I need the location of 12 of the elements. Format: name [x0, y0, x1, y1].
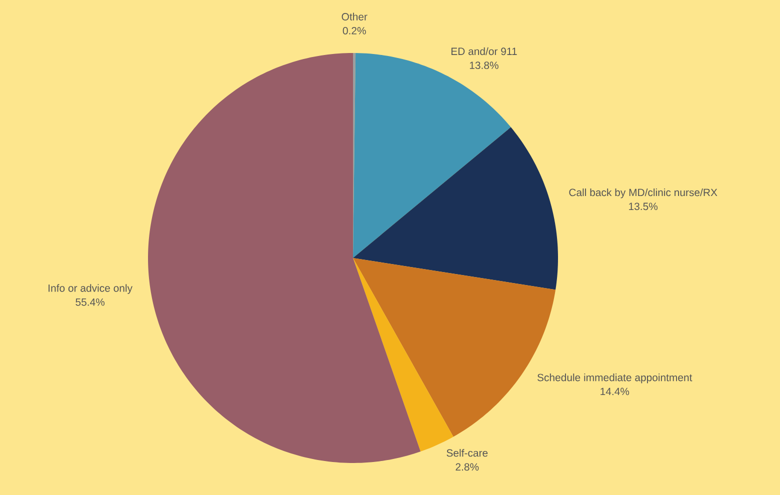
slice-label: ED and/or 911: [451, 47, 517, 56]
slice-label: Self-care: [446, 448, 488, 457]
data-label: 13.8%: [470, 62, 498, 70]
data-label: 2.8%: [456, 463, 479, 471]
slice-label: Info or advice only: [48, 284, 132, 294]
data-label: 14.4%: [600, 388, 630, 396]
data-label: 13.5%: [629, 202, 658, 210]
slice-label: Call back by MD/clinic nurse/RX: [569, 188, 718, 198]
slice-label: Other: [342, 12, 368, 20]
data-label: 0.2%: [342, 26, 366, 34]
slice-label: Schedule immediate appointment: [537, 374, 692, 384]
data-label: 55.4%: [76, 298, 105, 306]
